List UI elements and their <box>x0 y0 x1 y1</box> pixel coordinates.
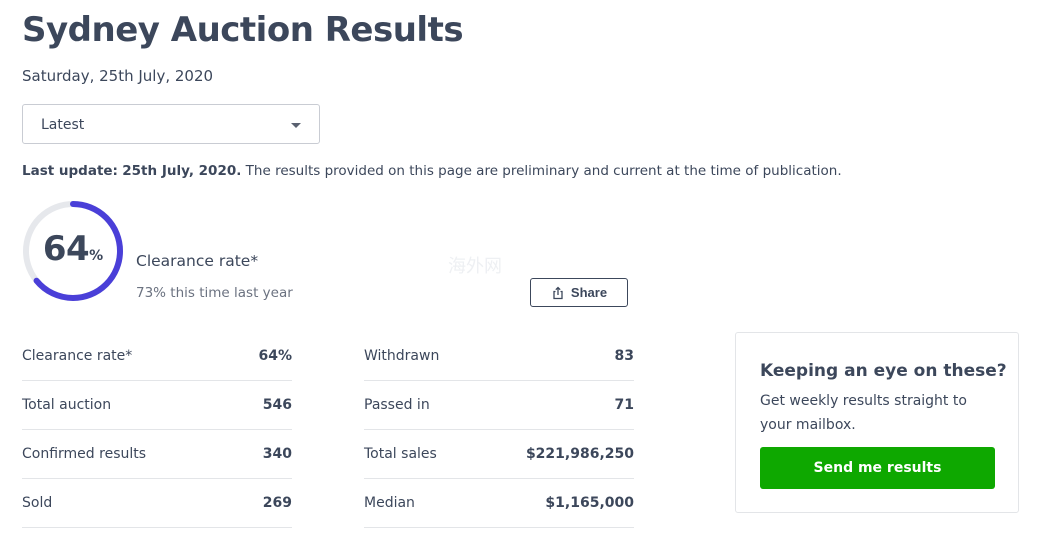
subscribe-text: Get weekly results straight to your mail… <box>760 393 967 433</box>
last-update-text: The results provided on this page are pr… <box>241 163 842 179</box>
clearance-rate-value: 64% <box>22 229 124 269</box>
stat-row-total-auction: Total auction 546 <box>22 381 292 430</box>
watermark-logo: 海外网 <box>448 256 502 277</box>
clearance-rate-ring: 64% <box>22 200 124 302</box>
stat-row-confirmed-results: Confirmed results 340 <box>22 430 292 479</box>
stat-label: Total sales <box>364 446 437 462</box>
subscribe-title: Keeping an eye on these? <box>760 361 1007 381</box>
stat-label: Passed in <box>364 397 430 413</box>
stat-row-sold: Sold 269 <box>22 479 292 528</box>
chevron-down-icon <box>291 123 301 128</box>
stat-row-total-sales: Total sales $221,986,250 <box>364 430 634 479</box>
share-button[interactable]: Share <box>530 278 628 307</box>
stat-value: $221,986,250 <box>525 446 634 462</box>
ring-progress <box>23 201 123 301</box>
stat-value: 269 <box>262 495 292 511</box>
share-label: Share <box>570 285 608 300</box>
stats-table-right: Withdrawn 83 Passed in 71 Total sales $2… <box>364 332 634 528</box>
stat-row-withdrawn: Withdrawn 83 <box>364 332 634 381</box>
stats-table-left: Clearance rate* 64% Total auction 546 Co… <box>22 332 292 528</box>
last-update-date: 25th July, 2020. <box>122 163 242 179</box>
subscribe-card: Keeping an eye on these? Get weekly resu… <box>735 332 1019 513</box>
share-icon <box>553 286 563 299</box>
clearance-rate-last-year: 73% this time last year <box>136 285 293 301</box>
stat-row-clearance-rate: Clearance rate* 64% <box>22 332 292 381</box>
clearance-rate-label: Clearance rate* <box>136 252 259 270</box>
stat-value: $1,165,000 <box>545 495 634 511</box>
stat-value: 64% <box>258 348 292 364</box>
stat-label: Clearance rate* <box>22 348 133 364</box>
stat-value: 340 <box>262 446 292 462</box>
send-me-results-button[interactable]: Send me results <box>760 447 995 489</box>
last-update-label: Last update: <box>22 163 118 179</box>
stat-value: 546 <box>262 397 292 413</box>
last-update-notice: Last update: 25th July, 2020. The result… <box>22 161 842 181</box>
stat-row-passed-in: Passed in 71 <box>364 381 634 430</box>
stat-label: Median <box>364 495 415 511</box>
results-period-select[interactable]: Latest <box>22 104 320 144</box>
page-title: Sydney Auction Results <box>22 10 464 50</box>
page-date: Saturday, 25th July, 2020 <box>22 67 214 85</box>
stat-label: Confirmed results <box>22 446 147 462</box>
clearance-rate-unit: % <box>89 248 104 264</box>
select-value: Latest <box>41 117 85 133</box>
stat-label: Total auction <box>22 397 112 413</box>
stat-label: Sold <box>22 495 53 511</box>
stat-value: 83 <box>614 348 634 364</box>
stat-row-median: Median $1,165,000 <box>364 479 634 528</box>
stat-label: Withdrawn <box>364 348 440 364</box>
stat-value: 71 <box>614 397 634 413</box>
clearance-rate-number: 64 <box>42 229 90 269</box>
